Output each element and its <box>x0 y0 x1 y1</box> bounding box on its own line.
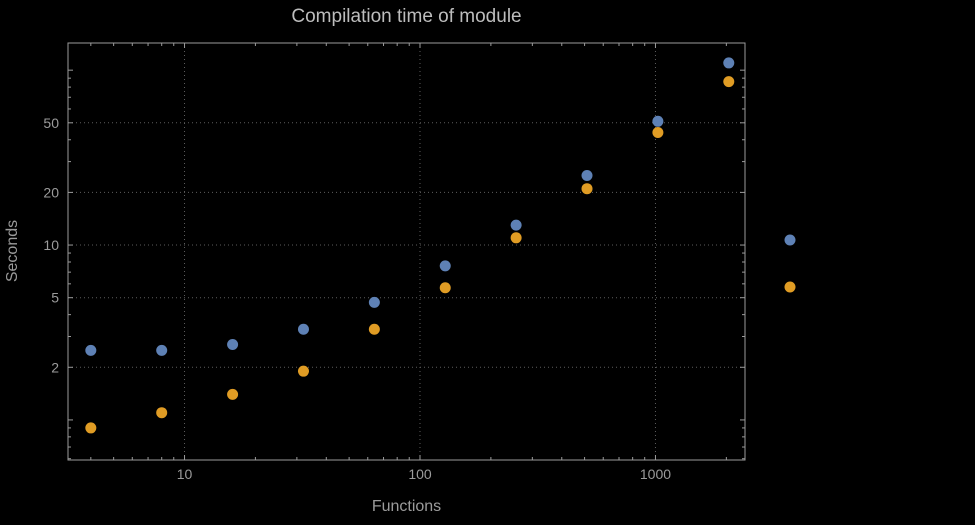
data-point-orange <box>581 183 593 195</box>
y-tick-labels: 2 5 10 20 50 <box>43 115 59 375</box>
legend <box>784 234 796 293</box>
data-point-orange <box>652 127 664 139</box>
x-tick-labels: 10 100 1000 <box>177 466 672 482</box>
data-point-blue <box>85 344 97 356</box>
y-tick-label: 2 <box>51 359 59 375</box>
series-blue-points <box>85 57 735 356</box>
x-tick-label: 1000 <box>640 466 671 482</box>
data-point-orange <box>297 365 309 377</box>
x-tick-label: 100 <box>408 466 432 482</box>
x-tick-label: 10 <box>177 466 193 482</box>
data-point-orange <box>156 407 168 419</box>
y-tick-label: 50 <box>43 115 59 131</box>
y-tick-label: 20 <box>43 184 59 200</box>
data-point-blue <box>439 260 451 272</box>
legend-marker-orange <box>784 281 796 293</box>
y-tick-label: 10 <box>43 237 59 253</box>
series-orange-points <box>85 76 735 434</box>
data-point-blue <box>156 344 168 356</box>
x-axis-label: Functions <box>371 498 442 515</box>
axis-ticks <box>68 43 745 460</box>
y-tick-label: 5 <box>51 290 59 306</box>
chart-title: Compilation time of module <box>291 6 522 27</box>
data-point-blue <box>227 338 239 350</box>
data-point-orange <box>85 422 97 434</box>
data-point-blue <box>297 323 309 335</box>
data-point-orange <box>439 282 451 294</box>
data-point-orange <box>723 76 735 88</box>
legend-marker-blue <box>784 234 796 246</box>
gridlines <box>68 43 745 460</box>
data-point-blue <box>723 57 735 69</box>
data-point-orange <box>510 232 522 244</box>
data-point-blue <box>510 219 522 231</box>
data-point-blue <box>581 169 593 181</box>
data-point-blue <box>368 296 380 308</box>
data-point-orange <box>227 388 239 400</box>
data-point-blue <box>652 115 664 127</box>
plot-frame <box>67 42 746 461</box>
data-point-orange <box>368 323 380 335</box>
